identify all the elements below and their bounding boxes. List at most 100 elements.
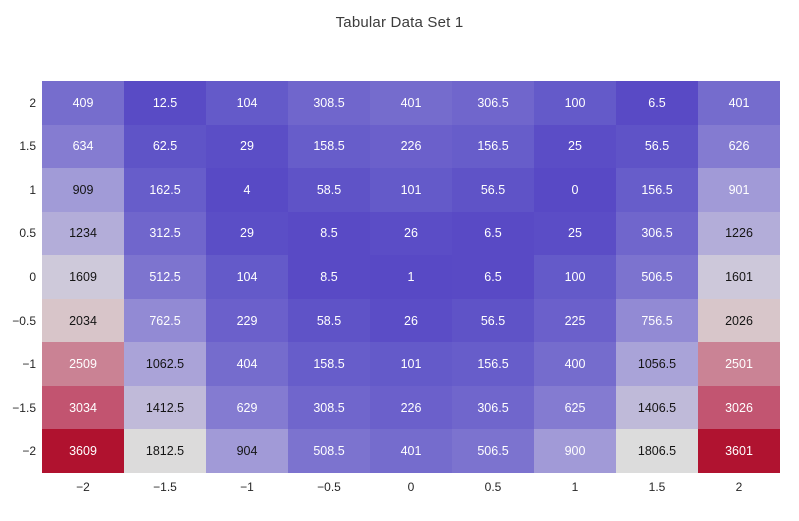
heatmap-cell: 1609 <box>42 255 124 299</box>
heatmap-cell: 762.5 <box>124 298 206 343</box>
heatmap-cell: 401 <box>698 81 780 125</box>
heatmap-cell: 2509 <box>42 342 124 386</box>
heatmap-cell: 56.5 <box>452 168 534 212</box>
heatmap-cell: 2501 <box>698 342 780 386</box>
heatmap-cell: 156.5 <box>452 342 534 386</box>
heatmap-cell: 1062.5 <box>124 342 206 386</box>
x-tick-label: 1.5 <box>648 480 666 494</box>
heatmap-cell: 26 <box>370 298 452 343</box>
heatmap-cell: 6.5 <box>616 81 698 125</box>
heatmap-cell: 0 <box>534 168 616 212</box>
chart-title: Tabular Data Set 1 <box>335 14 464 31</box>
heatmap-cell: 629 <box>206 385 288 430</box>
heatmap-cell: 12.5 <box>124 81 206 125</box>
heatmap-cell: 25 <box>534 124 616 169</box>
heatmap-cell: 3034 <box>42 385 124 430</box>
heatmap-cell: 401 <box>370 429 452 473</box>
y-tick-label: −1 <box>22 357 36 372</box>
heatmap-cell: 226 <box>370 124 452 169</box>
heatmap-cell: 104 <box>206 81 288 125</box>
heatmap-cell: 909 <box>42 168 124 212</box>
heatmap-cell: 409 <box>42 81 124 125</box>
heatmap-cell: 104 <box>206 255 288 299</box>
heatmap-cell: 901 <box>698 168 780 212</box>
heatmap-cell: 1226 <box>698 211 780 256</box>
heatmap-cell: 101 <box>370 168 452 212</box>
heatmap-cell: 6.5 <box>452 211 534 256</box>
x-tick-label: 2 <box>735 480 743 494</box>
x-tick-label: −1.5 <box>153 480 177 494</box>
heatmap-cell: 158.5 <box>288 124 370 169</box>
heatmap-cell: 56.5 <box>452 298 534 343</box>
heatmap-cell: 6.5 <box>452 255 534 299</box>
y-tick-label: 0.5 <box>19 226 36 241</box>
y-tick-label: −1.5 <box>12 400 36 415</box>
y-tick-label: 1 <box>29 182 36 197</box>
x-tick-label: 0.5 <box>484 480 502 494</box>
heatmap-cell: 756.5 <box>616 298 698 343</box>
heatmap-cell: 1812.5 <box>124 429 206 473</box>
heatmap-cell: 634 <box>42 124 124 169</box>
heatmap-cell: 312.5 <box>124 211 206 256</box>
heatmap-cell: 306.5 <box>452 385 534 430</box>
heatmap-cell: 156.5 <box>616 168 698 212</box>
heatmap-cell: 404 <box>206 342 288 386</box>
heatmap-cell: 400 <box>534 342 616 386</box>
heatmap-cell: 158.5 <box>288 342 370 386</box>
heatmap-cell: 306.5 <box>452 81 534 125</box>
heatmap-cell: 508.5 <box>288 429 370 473</box>
heatmap-cell: 101 <box>370 342 452 386</box>
heatmap-cell: 904 <box>206 429 288 473</box>
heatmap-cell: 512.5 <box>124 255 206 299</box>
heatmap-cell: 29 <box>206 211 288 256</box>
x-tick-label: −0.5 <box>317 480 341 494</box>
heatmap-cell: 8.5 <box>288 211 370 256</box>
x-tick-label: −1 <box>240 480 254 494</box>
heatmap-cell: 626 <box>698 124 780 169</box>
heatmap-cell: 162.5 <box>124 168 206 212</box>
heatmap-cell: 625 <box>534 385 616 430</box>
heatmap-cell: 58.5 <box>288 298 370 343</box>
x-tick-label: −2 <box>76 480 90 494</box>
x-tick-label: 0 <box>407 480 415 494</box>
heatmap-cell: 506.5 <box>452 429 534 473</box>
heatmap-cell: 1806.5 <box>616 429 698 473</box>
heatmap-cell: 1 <box>370 255 452 299</box>
heatmap-cell: 3601 <box>698 429 780 473</box>
y-tick-label: 1.5 <box>19 139 36 154</box>
heatmap-cell: 8.5 <box>288 255 370 299</box>
heatmap-plot-area: 409 12.5 104 308.5 401 306.5 100 6.5 401 634 62.5 2… <box>42 81 780 473</box>
heatmap-cell: 62.5 <box>124 124 206 169</box>
heatmap-cell: 306.5 <box>616 211 698 256</box>
heatmap-cell: 58.5 <box>288 168 370 212</box>
heatmap-cell: 100 <box>534 81 616 125</box>
heatmap-cell: 156.5 <box>452 124 534 169</box>
heatmap-cell: 4 <box>206 168 288 212</box>
heatmap-cell: 26 <box>370 211 452 256</box>
y-tick-label: 0 <box>29 270 36 284</box>
x-tick-label: 1 <box>571 480 579 494</box>
heatmap-cell: 3026 <box>698 385 780 430</box>
heatmap-cell: 100 <box>534 255 616 299</box>
heatmap-cell: 308.5 <box>288 385 370 430</box>
heatmap-cell: 401 <box>370 81 452 125</box>
heatmap-cell: 1234 <box>42 211 124 256</box>
heatmap-cell: 226 <box>370 385 452 430</box>
heatmap-cell: 56.5 <box>616 124 698 169</box>
heatmap-cell: 29 <box>206 124 288 169</box>
heatmap-cell: 2026 <box>698 298 780 343</box>
heatmap-cell: 229 <box>206 298 288 343</box>
heatmap-cell: 900 <box>534 429 616 473</box>
y-tick-label: −2 <box>22 444 36 459</box>
heatmap-cell: 308.5 <box>288 81 370 125</box>
heatmap-cell: 2034 <box>42 298 124 343</box>
heatmap-cell: 1056.5 <box>616 342 698 386</box>
heatmap-cell: 225 <box>534 298 616 343</box>
heatmap-cell: 1412.5 <box>124 385 206 430</box>
heatmap-cell: 1601 <box>698 255 780 299</box>
y-tick-label: 2 <box>29 95 36 110</box>
heatmap-cell: 25 <box>534 211 616 256</box>
heatmap-cell: 1406.5 <box>616 385 698 430</box>
heatmap-cell: 3609 <box>42 429 124 473</box>
